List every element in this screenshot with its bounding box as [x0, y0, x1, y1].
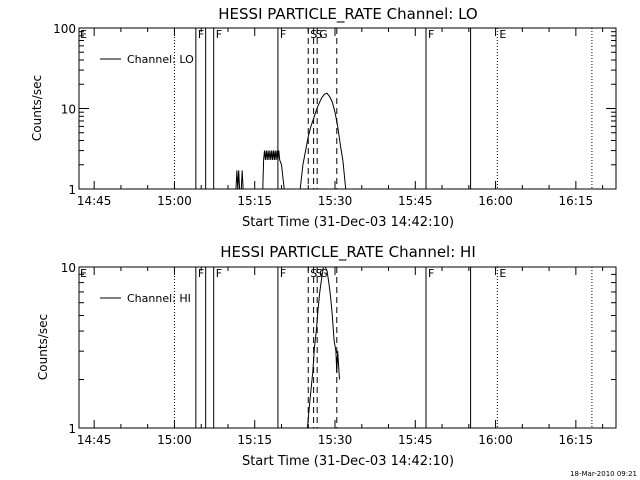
- hi-x-tick-label: 14:45: [77, 433, 112, 447]
- lo-legend-label: Channel: LO: [127, 53, 194, 66]
- lo-y-tick-label: 100: [53, 22, 76, 36]
- lo-series-line: [235, 170, 244, 190]
- hi-legend-label: Channel: HI: [127, 292, 191, 305]
- hi-y-tick-label: 10: [61, 261, 76, 275]
- hi-event-markers: F F F SSG F EE: [80, 267, 593, 428]
- lo-marker-label: F: [280, 28, 286, 41]
- hi-x-tick-label: 15:15: [237, 433, 272, 447]
- lo-y-tick-label: 1: [68, 183, 76, 197]
- lo-x-tick-label: 15:45: [398, 194, 433, 208]
- hi-marker-label: F: [198, 267, 204, 280]
- hi-y-tick-label: 1: [68, 422, 76, 436]
- lo-x-tick-label: 16:00: [478, 194, 513, 208]
- lo-series: [235, 92, 347, 190]
- hi-marker-label: F: [428, 267, 434, 280]
- lo-marker-label: G: [319, 28, 328, 41]
- hi-marker-label: S: [316, 267, 323, 280]
- hi-plot-frame: [78, 266, 617, 429]
- lo-marker-label: F: [198, 28, 204, 41]
- hi-marker-label: G: [319, 267, 328, 280]
- hi-x-tick-label: 15:30: [318, 433, 353, 447]
- lo-series-line: [262, 150, 285, 190]
- lo-channel-panel: HESSI PARTICLE_RATE Channel: LO Counts/s…: [30, 5, 617, 230]
- hi-marker-label: E: [499, 267, 506, 280]
- lo-marker-label: E: [499, 28, 506, 41]
- hi-marker-label: S: [310, 267, 317, 280]
- hi-marker-label: F: [280, 267, 286, 280]
- hi-edge-label: E: [80, 267, 87, 280]
- lo-x-tick-label: 15:30: [318, 194, 353, 208]
- hi-channel-panel: HESSI PARTICLE_RATE Channel: HI Counts/s…: [36, 243, 617, 469]
- hi-x-axis-label: Start Time (31-Dec-03 14:42:10): [242, 454, 454, 469]
- lo-y-axis-label: Counts/sec: [30, 75, 44, 141]
- hi-series-line: [306, 266, 340, 429]
- hi-chart-title: HESSI PARTICLE_RATE Channel: HI: [220, 243, 476, 262]
- lo-marker-label: S: [316, 28, 323, 41]
- hi-y-axis-label: Counts/sec: [36, 314, 50, 380]
- lo-y-tick-label: 10: [61, 103, 76, 117]
- lo-marker-label: F: [428, 28, 434, 41]
- hi-axis-ticks: 14:45 15:00 15:15 15:30 15:45 16:00 16:15 1 10: [61, 261, 616, 447]
- lo-series-line: [299, 92, 347, 190]
- lo-event-markers: F F F SSG F EE: [80, 28, 593, 189]
- hi-x-tick-label: 16:00: [478, 433, 513, 447]
- lo-x-tick-label: 15:00: [157, 194, 192, 208]
- hi-x-tick-label: 16:15: [559, 433, 594, 447]
- hi-series: [306, 266, 340, 429]
- generation-timestamp: 18-Mar-2010 09:21: [570, 470, 637, 478]
- lo-x-tick-label: 16:15: [559, 194, 594, 208]
- lo-x-tick-label: 14:45: [77, 194, 112, 208]
- lo-x-tick-label: 15:15: [237, 194, 272, 208]
- hi-marker-label: F: [216, 267, 222, 280]
- lo-axis-ticks: 14:45 15:00 15:15 15:30 15:45 16:00 16:15 1 10 10…: [53, 22, 616, 208]
- lo-marker-label: S: [310, 28, 317, 41]
- lo-chart-title: HESSI PARTICLE_RATE Channel: LO: [218, 5, 477, 24]
- lo-marker-label: F: [216, 28, 222, 41]
- hi-x-tick-label: 15:00: [157, 433, 192, 447]
- lo-x-axis-label: Start Time (31-Dec-03 14:42:10): [242, 215, 454, 230]
- lo-edge-label: E: [80, 28, 87, 41]
- hi-x-tick-label: 15:45: [398, 433, 433, 447]
